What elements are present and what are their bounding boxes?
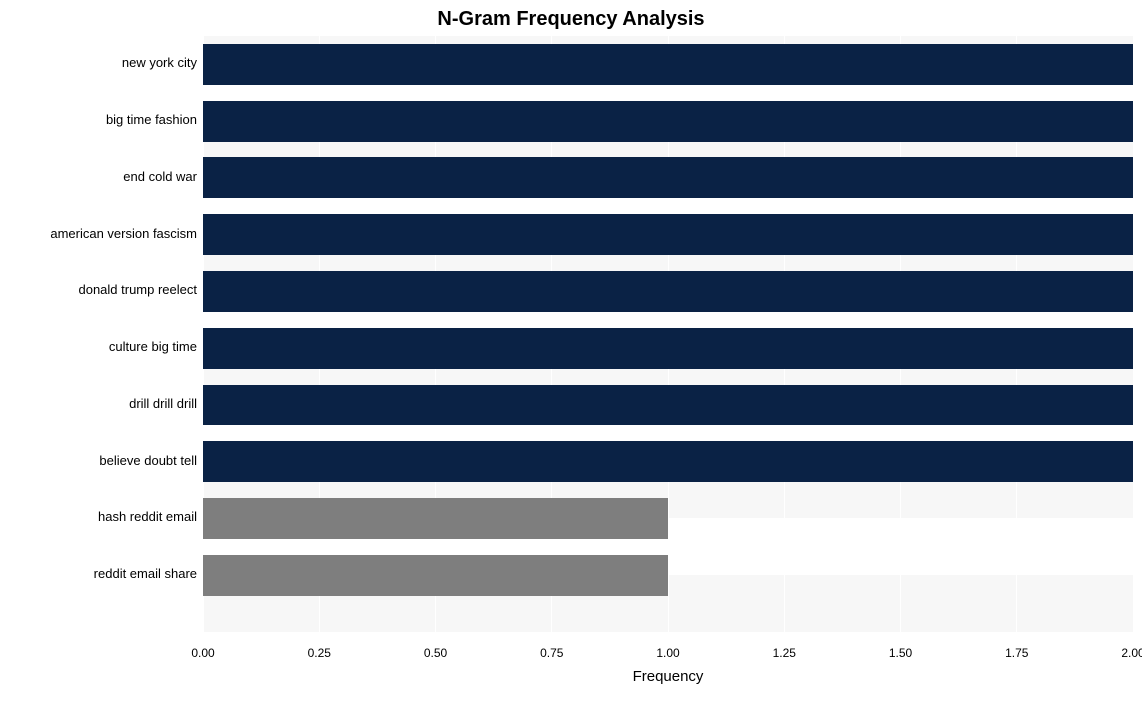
x-tick-label: 1.25 [773,646,796,660]
y-tick-label: hash reddit email [98,509,197,524]
y-tick-label: believe doubt tell [99,453,197,468]
bar [203,328,1133,369]
y-tick-label: big time fashion [106,112,197,127]
y-tick-label: american version fascism [50,226,197,241]
y-tick-label: reddit email share [94,566,197,581]
bar [203,441,1133,482]
x-tick-label: 0.00 [191,646,214,660]
ngram-chart: N-Gram Frequency Analysis Frequency new … [0,0,1142,701]
y-tick-label: culture big time [109,339,197,354]
x-tick-label: 0.75 [540,646,563,660]
x-tick-label: 2.00 [1121,646,1142,660]
chart-title: N-Gram Frequency Analysis [0,8,1142,31]
bar [203,214,1133,255]
x-tick-label: 1.50 [889,646,912,660]
y-tick-label: drill drill drill [129,396,197,411]
plot-area [203,36,1133,632]
bar [203,271,1133,312]
bar [203,498,668,539]
y-tick-label: end cold war [123,169,197,184]
x-tick-label: 1.75 [1005,646,1028,660]
x-tick-label: 0.50 [424,646,447,660]
x-tick-label: 0.25 [308,646,331,660]
bar [203,555,668,596]
y-tick-label: new york city [122,55,197,70]
y-tick-label: donald trump reelect [78,282,197,297]
bar [203,101,1133,142]
x-tick-label: 1.00 [656,646,679,660]
x-axis-label: Frequency [203,668,1133,685]
bar [203,44,1133,85]
bar [203,157,1133,198]
bar [203,385,1133,426]
